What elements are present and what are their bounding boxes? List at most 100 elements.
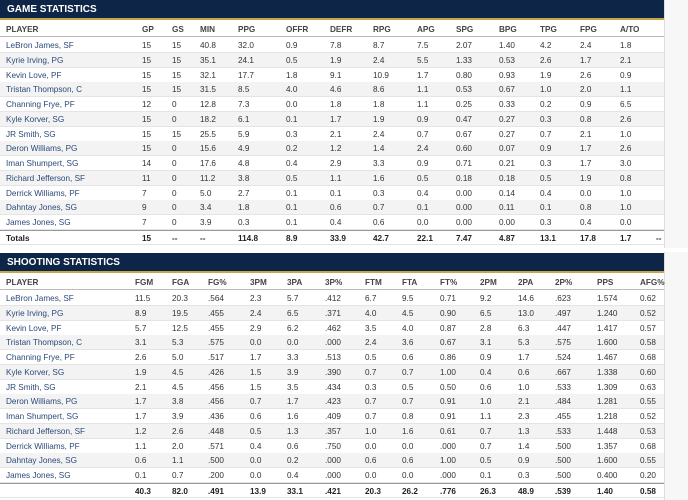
player-name: LeBron James, SF	[6, 294, 74, 303]
stat-cell: 2.4	[580, 41, 592, 50]
table-row: Dahntay Jones, SG 0.6 1.1 .500 0.0 0.2 .000 0.6…	[0, 453, 664, 469]
table-row: Tristan Thompson, C 15 15 31.5 8.5 4.0 4.6 8.6 1…	[0, 82, 664, 98]
stat-cell: 0.7	[365, 367, 377, 377]
stat-cell: .533	[555, 382, 571, 392]
stat-cell: 0.68	[640, 441, 656, 451]
stat-cell: 2.4	[417, 144, 429, 154]
stat-cell: 1.4	[373, 144, 385, 154]
stat-cell: 2.7	[238, 188, 250, 198]
stat-cell: .500	[555, 441, 571, 451]
stat-cell: 0	[172, 203, 177, 213]
stat-cell: 1.7	[135, 412, 147, 421]
stat-cell: .448	[208, 426, 224, 436]
stat-cell: 1.0	[540, 85, 552, 95]
player-name: Channing Frye, PF	[6, 100, 75, 109]
stat-cell: 1.8	[286, 70, 298, 80]
stat-cell: 0.3	[365, 382, 377, 392]
stat-cell: 0.50	[440, 382, 456, 392]
stat-cell: 8.5	[238, 85, 250, 95]
table-row: Tristan Thompson, C 3.1 5.3 .575 0.0 0.0 .000 2…	[0, 335, 664, 351]
stat-cell: 15	[142, 129, 152, 139]
stat-cell: 12.5	[172, 323, 188, 333]
column-header-row: PLAYER FGM FGA FG% 3PM 3PA 3P% FTM FTA FT% 2PM 2PA 2…	[0, 275, 665, 290]
stat-cell: 1.9	[330, 55, 342, 65]
stat-cell: 0.5	[402, 382, 414, 392]
table-row: Kevin Love, PF 15 15 32.1 17.7 1.8 9.1 10.9 1.7 0…	[0, 68, 664, 83]
table-row: Dahntay Jones, SG 9 0 3.4 1.8 0.1 0.6 0.7 0.1 0.0…	[0, 200, 664, 216]
total-cell: 42.7	[373, 233, 389, 243]
stat-cell: 0.60	[456, 144, 472, 154]
stat-cell: 2.6	[540, 55, 552, 65]
stat-cell: 0.21	[499, 159, 515, 168]
total-cell: 114.8	[238, 233, 259, 243]
stat-cell: 0.7	[365, 397, 377, 407]
stat-cell: 0.7	[402, 367, 414, 377]
stat-cell: 0.6	[287, 441, 299, 451]
player-name: Kyrie Irving, PG	[6, 55, 64, 65]
table-row: LeBron James, SF 15 15 40.8 32.0 0.9 7.8 8.7 7.5…	[0, 38, 664, 53]
stat-cell: 1.357	[597, 441, 618, 451]
stat-cell: 1.7	[135, 397, 147, 407]
total-cell: 26.3	[480, 486, 496, 496]
stat-cell: 0.18	[456, 173, 472, 183]
player-name: Iman Shumpert, SG	[6, 412, 79, 421]
table-row: Deron Williams, PG 1.7 3.8 .456 0.7 1.7 .423 0.…	[0, 394, 664, 410]
stat-cell: 1.0	[480, 397, 492, 407]
stat-cell: 0.4	[330, 218, 342, 227]
stat-cell: 8.9	[135, 308, 147, 318]
stat-cell: 15	[142, 85, 152, 95]
stat-cell: 0.62	[640, 294, 656, 303]
stat-cell: 2.1	[580, 129, 592, 139]
total-cell: .776	[440, 486, 456, 496]
stat-cell: 0.9	[286, 41, 298, 50]
stat-cell: 0.47	[456, 114, 472, 124]
stat-cell: 0.1	[330, 188, 342, 198]
stat-cell: 2.3	[250, 294, 262, 303]
table-row: Kyrie Irving, PG 15 15 35.1 24.1 0.5 1.9 2.4 5.5…	[0, 52, 664, 68]
column-header: SPG	[456, 25, 474, 34]
stat-cell: 0.1	[480, 471, 492, 480]
stat-cell: 1.5	[250, 382, 262, 392]
stat-cell: 0.6	[330, 203, 342, 213]
stat-cell: 0.4	[540, 188, 552, 198]
stat-cell: 1.7	[287, 397, 299, 407]
stat-cell: 0.6	[480, 382, 492, 392]
table-row: Kyrie Irving, PG 8.9 19.5 .455 2.4 6.5 .371 4.0…	[0, 305, 664, 321]
stat-cell: 15	[172, 85, 182, 95]
stat-cell: 2.3	[518, 412, 530, 421]
stat-cell: .500	[555, 471, 571, 480]
total-cell: 33.1	[287, 486, 303, 496]
stat-cell: 4.0	[286, 85, 298, 95]
section-title: GAME STATISTICS	[7, 4, 97, 15]
total-cell: --	[172, 233, 178, 243]
stat-cell: .434	[325, 382, 341, 392]
stat-cell: 1.9	[373, 114, 385, 124]
stat-cell: 0.3	[286, 129, 298, 139]
stat-cell: 7	[142, 218, 147, 227]
stat-cell: 1.1	[172, 456, 184, 466]
stat-cell: 0.7	[540, 129, 552, 139]
stat-cell: 3.9	[287, 367, 299, 377]
stat-cell: 0.71	[456, 159, 472, 168]
stat-cell: 1.0	[620, 203, 632, 213]
stat-cell: 1.0	[518, 382, 530, 392]
stat-cell: 14	[142, 159, 152, 168]
stat-cell: 40.8	[200, 41, 216, 50]
player-name: Dahntay Jones, SG	[6, 203, 77, 213]
stat-cell: .484	[555, 397, 571, 407]
stat-cell: 3.8	[172, 397, 184, 407]
stat-cell: 7	[142, 188, 147, 198]
stat-cell: 0.1	[286, 188, 298, 198]
stat-cell: 0.8	[402, 412, 414, 421]
stat-cell: 1.1	[330, 173, 342, 183]
stat-cell: 15	[142, 114, 152, 124]
column-header: DEFR	[330, 25, 353, 34]
player-name: Derrick Williams, PF	[6, 441, 80, 451]
stat-cell: .533	[555, 426, 571, 436]
stat-cell: 3.8	[238, 173, 250, 183]
stat-cell: 0.6	[365, 456, 377, 466]
stat-cell: .456	[208, 382, 224, 392]
column-header: FT%	[440, 278, 458, 287]
stat-cell: 2.4	[373, 129, 385, 139]
stat-cell: 19.5	[172, 308, 188, 318]
